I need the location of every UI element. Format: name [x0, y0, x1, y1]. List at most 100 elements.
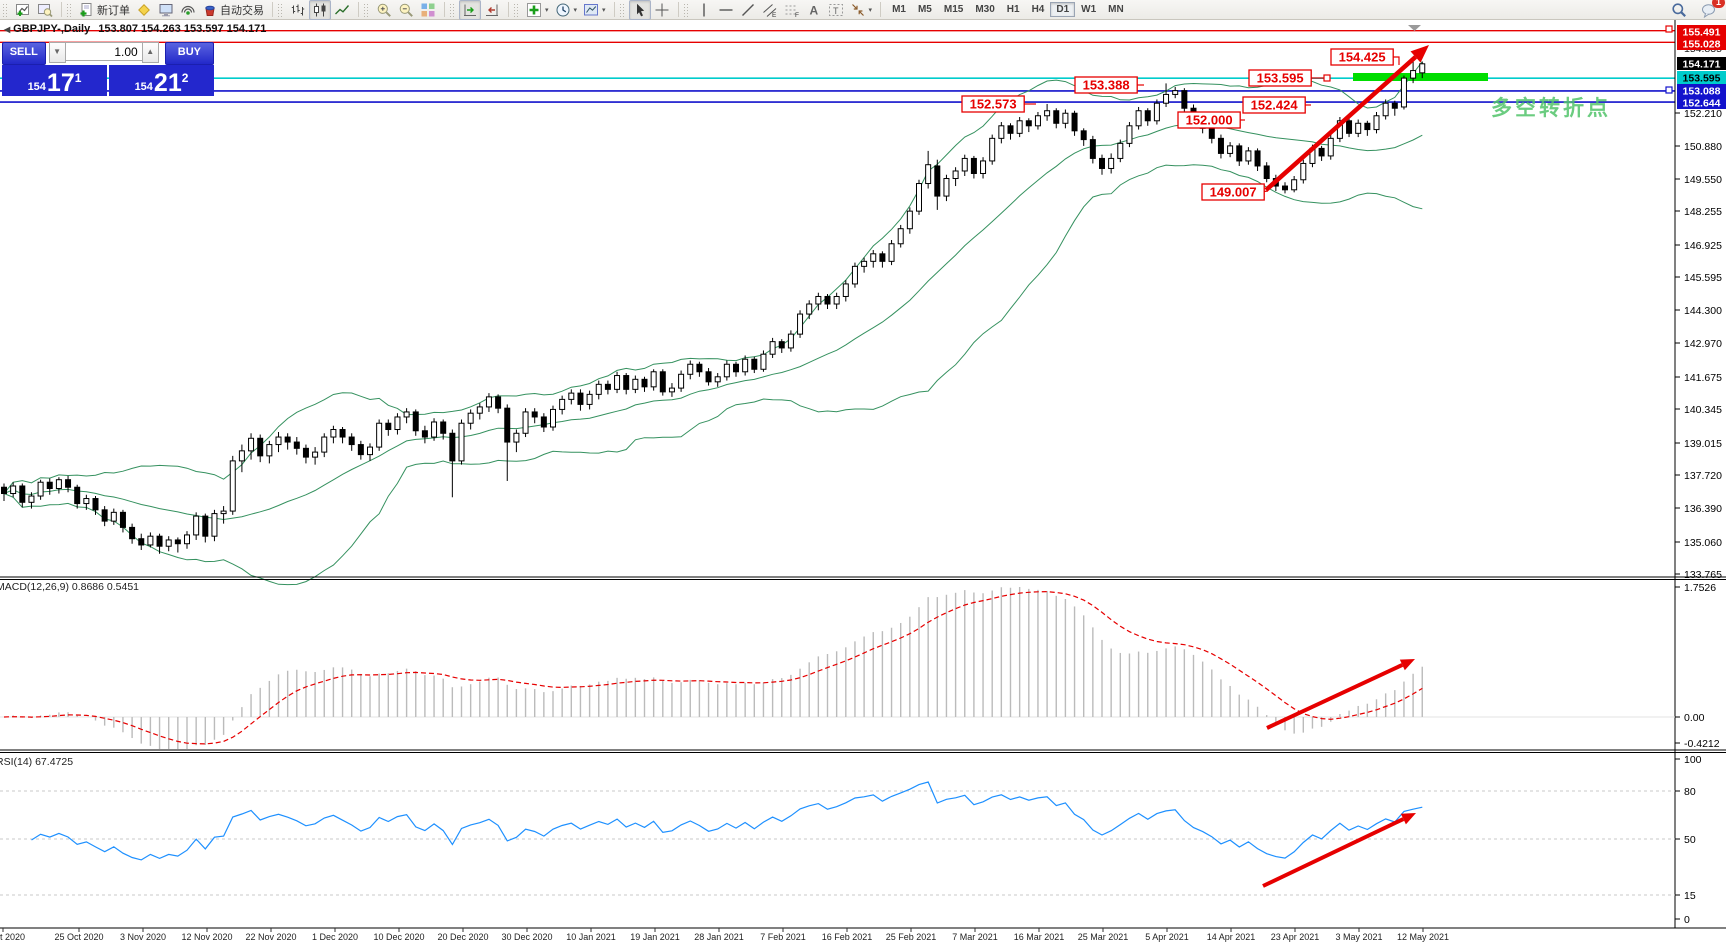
- price-label-box[interactable]: [1074, 76, 1138, 94]
- toolbar-drag-handle[interactable]: [363, 2, 368, 17]
- toolbar-drag-handle[interactable]: [513, 2, 518, 17]
- toolbar-drag-handle[interactable]: [2, 2, 7, 17]
- date-label[interactable]: 1 Dec 2020: [312, 932, 358, 942]
- arrows-dropdown-icon[interactable]: ▾: [868, 6, 873, 14]
- tile-windows-button[interactable]: [417, 0, 439, 20]
- object-handle[interactable]: [1665, 86, 1673, 94]
- indicators-button[interactable]: ▾: [523, 0, 552, 20]
- autotrading-button[interactable]: 自动交易: [199, 0, 267, 20]
- timeframe-mn-button[interactable]: MN: [1108, 4, 1124, 15]
- zoom-out-button[interactable]: [395, 0, 417, 20]
- text-label-button[interactable]: T: [825, 0, 847, 20]
- date-label[interactable]: 22 Nov 2020: [245, 932, 296, 942]
- date-label[interactable]: 23 Apr 2021: [1271, 932, 1320, 942]
- date-label[interactable]: 5 Apr 2021: [1145, 932, 1189, 942]
- toolbar-drag-handle[interactable]: [449, 2, 454, 17]
- date-label[interactable]: 16 Feb 2021: [822, 932, 873, 942]
- templates-dropdown-icon[interactable]: ▾: [602, 6, 606, 14]
- object-handle[interactable]: [1665, 25, 1673, 33]
- new-order-button[interactable]: 新订单: [76, 0, 133, 20]
- date-label[interactable]: 16 Mar 2021: [1014, 932, 1065, 942]
- vertical-line-button[interactable]: [693, 0, 715, 20]
- equidistant-channel-button[interactable]: E: [759, 0, 781, 20]
- toolbar-drag-handle[interactable]: [682, 2, 688, 17]
- trend-arrow-line[interactable]: [1266, 663, 1404, 730]
- toolbar-drag-handle[interactable]: [277, 2, 282, 17]
- date-label[interactable]: 3 May 2021: [1335, 932, 1382, 942]
- price-label-box[interactable]: [1201, 183, 1265, 201]
- terminal-button[interactable]: [155, 0, 177, 20]
- periods-dropdown-icon[interactable]: ▾: [573, 6, 578, 14]
- autoscroll-button[interactable]: [459, 0, 481, 20]
- price-label-box[interactable]: [1330, 48, 1394, 66]
- date-label[interactable]: 14 Apr 2021: [1207, 932, 1256, 942]
- profiles-button[interactable]: [34, 0, 56, 20]
- trend-arrow-head[interactable]: [1399, 659, 1415, 671]
- trendline-button[interactable]: [737, 0, 759, 20]
- crosshair-button[interactable]: [651, 0, 673, 20]
- date-label[interactable]: 28 Jan 2021: [694, 932, 744, 942]
- collapse-panel-icon[interactable]: ◀: [4, 25, 11, 34]
- indicators-dropdown-icon[interactable]: ▾: [545, 6, 549, 14]
- bid-price-panel[interactable]: 154 17 1: [2, 65, 107, 96]
- trend-arrow-line[interactable]: [1262, 817, 1405, 888]
- date-label[interactable]: 10 Dec 2020: [373, 932, 424, 942]
- date-label[interactable]: 12 Nov 2020: [181, 932, 232, 942]
- trend-arrow-line[interactable]: [1264, 55, 1418, 192]
- date-label[interactable]: 7 Mar 2021: [952, 932, 998, 942]
- price-label-box[interactable]: [1242, 96, 1306, 114]
- timeframe-m5-button[interactable]: M5: [917, 4, 932, 15]
- volume-increase-button[interactable]: ▲: [141, 42, 159, 63]
- price-label-box[interactable]: [1248, 69, 1312, 87]
- timeframe-w1-button[interactable]: W1: [1081, 4, 1097, 15]
- notifications-button[interactable]: 1: [1698, 0, 1725, 20]
- date-label[interactable]: 20 Dec 2020: [437, 932, 488, 942]
- toolbar-drag-handle[interactable]: [66, 2, 71, 17]
- price-label-box[interactable]: [1177, 111, 1241, 129]
- volume-decrease-button[interactable]: ▼: [48, 42, 66, 63]
- trend-arrow-head[interactable]: [1400, 813, 1416, 825]
- price-label-box[interactable]: [961, 95, 1025, 113]
- timeframe-m15-button[interactable]: M15: [943, 4, 964, 15]
- text-button[interactable]: A: [803, 0, 825, 20]
- date-label[interactable]: 25 Feb 2021: [886, 932, 937, 942]
- candles-button[interactable]: [309, 0, 331, 20]
- search-button[interactable]: [1668, 0, 1690, 20]
- zoom-in-button[interactable]: [373, 0, 395, 20]
- chart-shift-button[interactable]: [481, 0, 503, 20]
- date-label[interactable]: 12 May 2021: [1397, 932, 1449, 942]
- signal-button[interactable]: [177, 0, 199, 20]
- line-chart-button[interactable]: [331, 0, 353, 20]
- date-label[interactable]: 5 Oct 2020: [0, 932, 25, 942]
- templates-button[interactable]: ▾: [580, 0, 609, 20]
- trend-arrow-head[interactable]: [1410, 45, 1429, 63]
- buy-button[interactable]: BUY: [164, 42, 214, 65]
- periods-button[interactable]: ▾: [552, 0, 581, 20]
- sell-button[interactable]: SELL: [2, 42, 46, 65]
- date-label[interactable]: 3 Nov 2020: [120, 932, 166, 942]
- fibonacci-button[interactable]: F: [781, 0, 803, 20]
- timeframe-h4-button[interactable]: H4: [1031, 4, 1045, 15]
- green-highlight-bar[interactable]: [1353, 73, 1488, 81]
- date-label[interactable]: 25 Mar 2021: [1078, 932, 1129, 942]
- volume-input[interactable]: [65, 42, 142, 61]
- date-label[interactable]: 30 Dec 2020: [501, 932, 552, 942]
- arrows-button[interactable]: ▾: [847, 0, 876, 20]
- timeframe-d1-button[interactable]: D1: [1050, 2, 1076, 17]
- object-anchor-triangle[interactable]: [1408, 25, 1421, 31]
- date-label[interactable]: 10 Jan 2021: [566, 932, 616, 942]
- chinese-annotation-text[interactable]: 多空转折点: [1491, 97, 1611, 120]
- date-label[interactable]: 19 Jan 2021: [630, 932, 680, 942]
- toolbar-drag-handle[interactable]: [618, 2, 624, 17]
- timeframe-m30-button[interactable]: M30: [975, 4, 995, 15]
- object-handle[interactable]: [1323, 74, 1331, 82]
- ask-price-panel[interactable]: 154 21 2: [109, 65, 214, 96]
- horizontal-line-button[interactable]: [715, 0, 737, 20]
- timeframe-h1-button[interactable]: H1: [1006, 4, 1020, 15]
- timeframe-m1-button[interactable]: M1: [892, 4, 906, 15]
- new-chart-button[interactable]: [12, 0, 34, 20]
- date-label[interactable]: 25 Oct 2020: [54, 932, 103, 942]
- date-label[interactable]: 7 Feb 2021: [760, 932, 806, 942]
- cursor-button[interactable]: [628, 0, 651, 20]
- metaeditor-button[interactable]: [133, 0, 155, 20]
